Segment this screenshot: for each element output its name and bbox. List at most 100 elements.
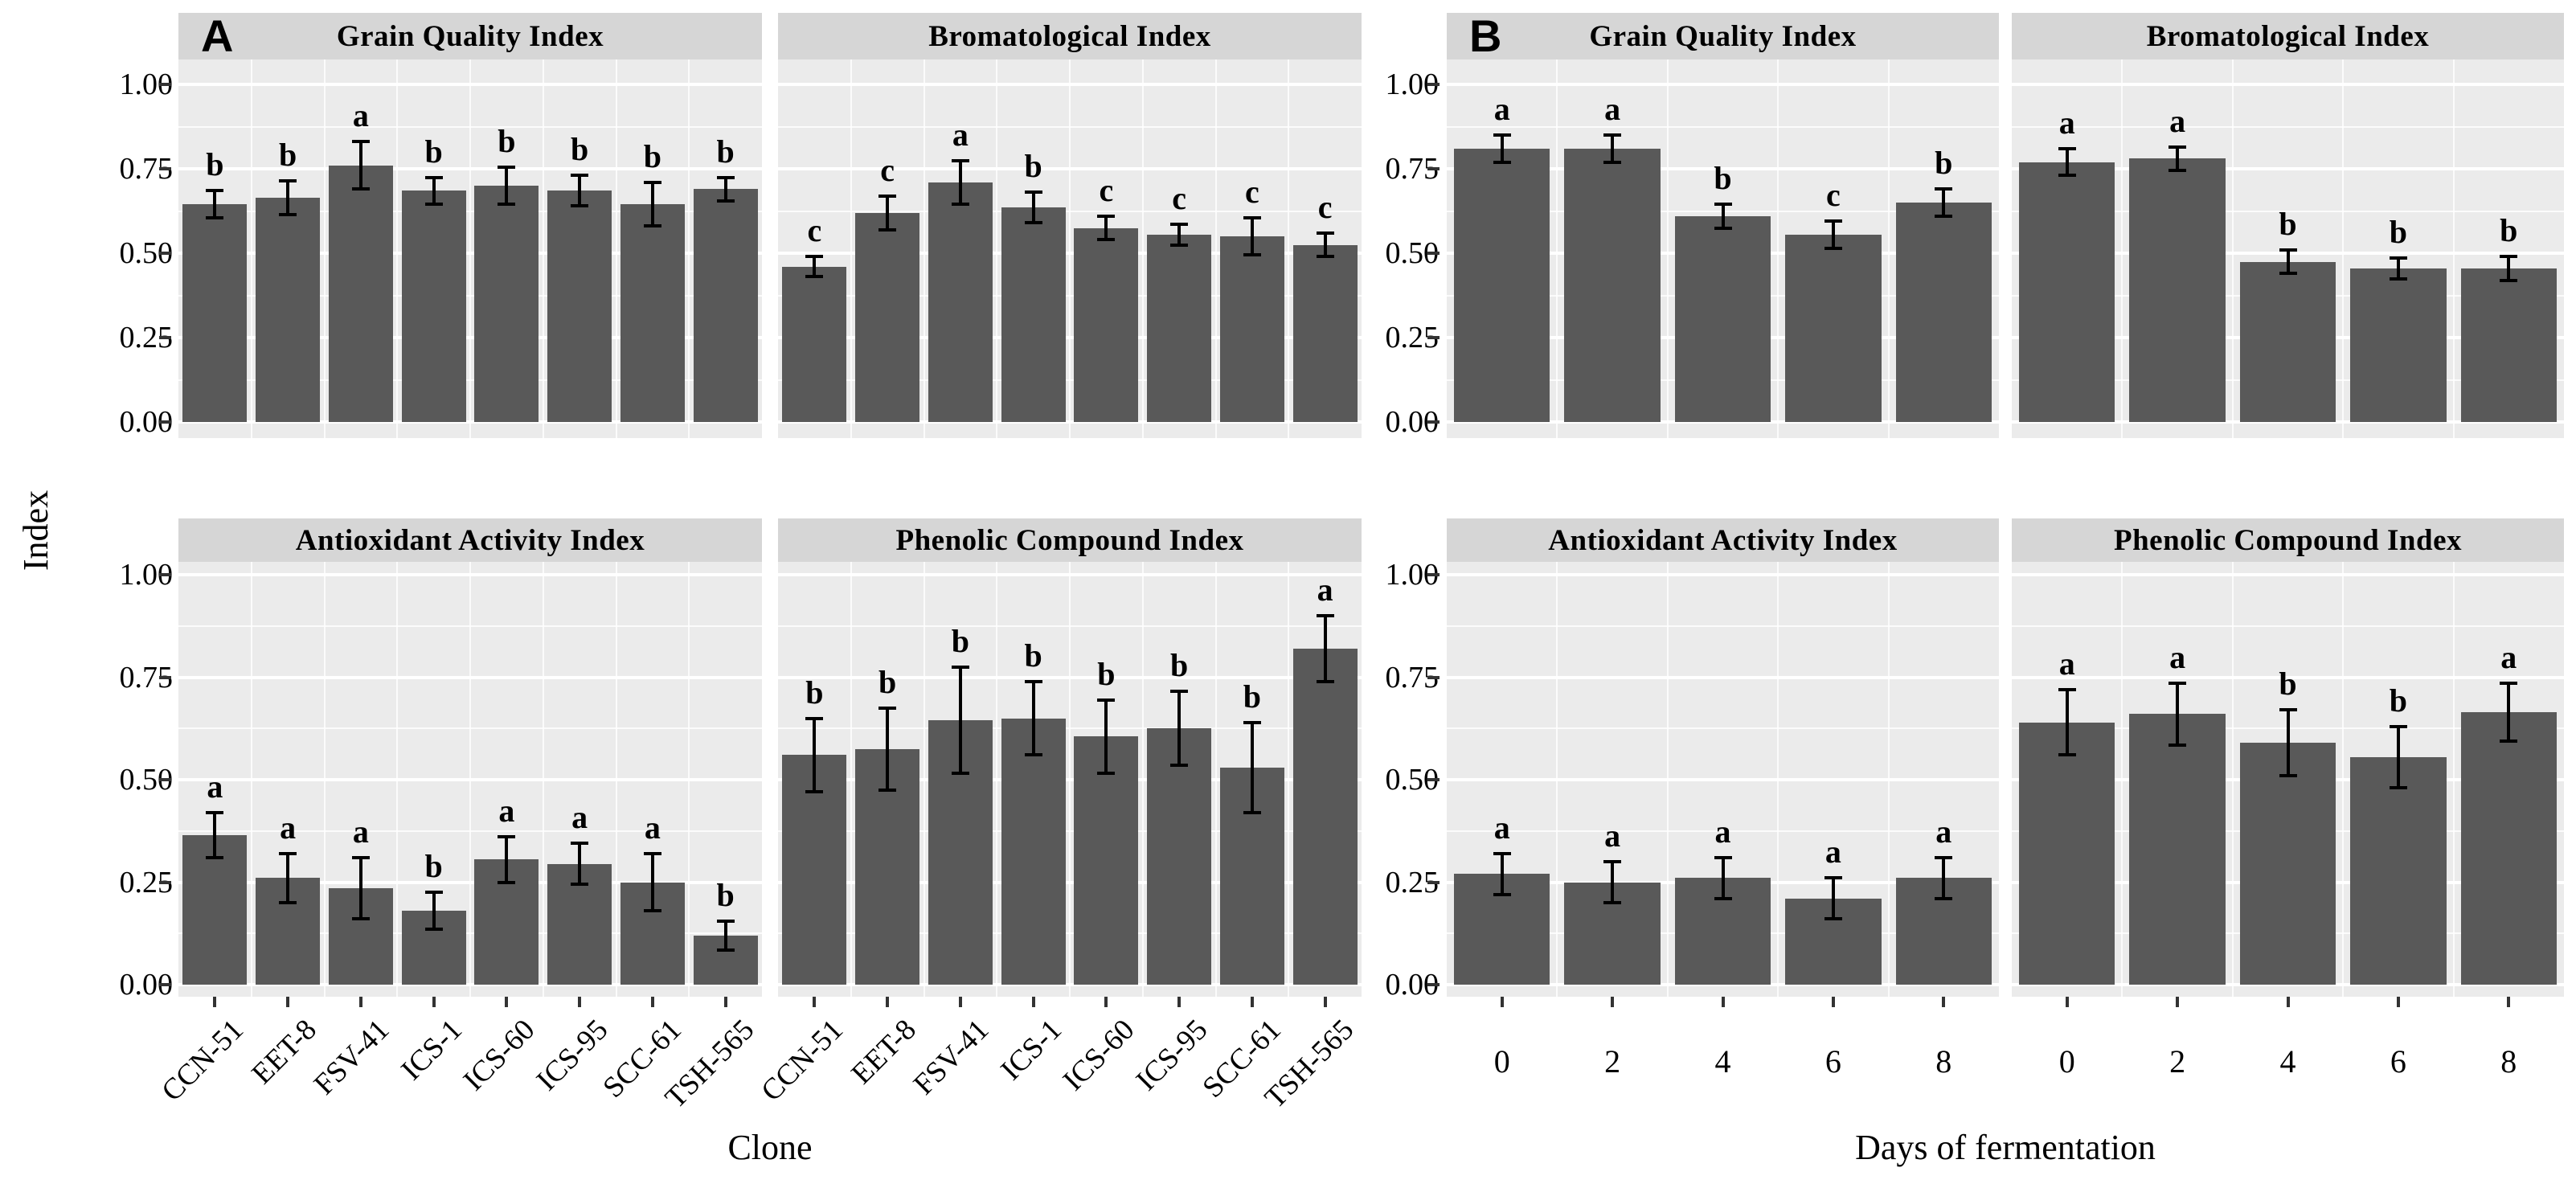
x-tick-mark — [2065, 997, 2069, 1007]
error-bar-cap — [351, 140, 370, 144]
x-tick-label: FSV-41 — [307, 1013, 396, 1102]
significance-letter: c — [1172, 180, 1186, 217]
error-bar-cap — [1493, 851, 1511, 855]
x-tick-label: ICS-1 — [395, 1013, 469, 1088]
significance-letter: c — [1317, 188, 1333, 225]
y-tick-mark — [159, 336, 171, 339]
error-bar-cap — [1935, 855, 1953, 859]
significance-letter: a — [1493, 809, 1510, 846]
x-tick-label: 2 — [2169, 1043, 2186, 1080]
facet-strip: Phenolic Compound Index — [778, 518, 1362, 562]
error-bar-line — [2396, 258, 2400, 279]
bar — [1674, 215, 1771, 422]
error-bar-cap — [1097, 698, 1116, 702]
error-bar-line — [358, 857, 362, 920]
gridline-minor — [1069, 562, 1071, 997]
significance-letter: b — [279, 136, 297, 173]
significance-letter: a — [1317, 572, 1333, 608]
error-bar-line — [650, 182, 654, 227]
significance-letter: b — [206, 146, 224, 183]
bar — [620, 204, 685, 422]
significance-letter: b — [2389, 682, 2408, 719]
significance-letter: a — [1604, 817, 1621, 854]
error-bar-line — [2176, 146, 2180, 171]
plot-panel: a a b b b — [2012, 59, 2564, 438]
x-tick-mark — [1942, 997, 1946, 1007]
significance-letter: c — [807, 212, 822, 249]
error-bar-line — [1250, 217, 1254, 256]
gridline-major — [2012, 675, 2564, 679]
error-bar-cap — [279, 851, 297, 855]
bar — [782, 266, 847, 422]
error-bar-line — [1104, 215, 1108, 240]
x-tick-label: 0 — [1493, 1043, 1510, 1080]
bar — [2018, 722, 2115, 985]
gridline-minor — [1666, 59, 1669, 438]
error-bar-cap — [206, 810, 224, 814]
error-bar-line — [505, 837, 509, 883]
gridline-minor — [1141, 59, 1144, 438]
error-bar-cap — [1316, 255, 1334, 259]
error-bar-line — [650, 853, 654, 912]
error-bar-cap — [424, 928, 443, 932]
x-tick-label: CCN-51 — [755, 1013, 850, 1108]
error-bar-cap — [1024, 221, 1042, 225]
x-axis-title: Days of fermentation — [1855, 1128, 2156, 1167]
error-bar-cap — [2389, 786, 2407, 790]
y-tick-mark — [1427, 573, 1440, 576]
significance-letter: c — [1826, 177, 1841, 214]
bar — [474, 186, 539, 422]
gridline-minor — [469, 59, 471, 438]
error-bar-cap — [716, 199, 735, 203]
error-bar-cap — [279, 212, 297, 216]
significance-letter: a — [280, 809, 297, 846]
error-bar-cap — [424, 891, 443, 895]
x-tick-mark — [723, 997, 727, 1007]
x-tick-mark — [2396, 997, 2400, 1007]
significance-letter: a — [644, 809, 661, 846]
bar — [2129, 158, 2226, 422]
error-bar-cap — [571, 842, 589, 846]
error-bar-line — [723, 920, 727, 950]
facet-strip: Bromatological Index — [778, 13, 1362, 59]
x-tick-label: FSV-41 — [907, 1013, 996, 1102]
significance-letter: b — [1097, 655, 1116, 692]
bar — [1001, 207, 1066, 422]
facet-title: Bromatological Index — [928, 19, 1211, 53]
significance-letter: b — [498, 122, 516, 159]
bar — [2239, 261, 2336, 422]
gridline-major — [1447, 83, 1999, 86]
x-tick-mark — [958, 997, 962, 1007]
error-bar-cap — [2500, 682, 2518, 686]
significance-letter: b — [716, 876, 735, 913]
error-bar-cap — [1493, 892, 1511, 896]
error-bar-cap — [1714, 896, 1732, 900]
error-bar-cap — [1714, 203, 1732, 207]
error-bar-cap — [2058, 687, 2076, 691]
y-tick-mark — [1427, 880, 1440, 884]
error-bar-cap — [424, 203, 443, 207]
error-bar-cap — [951, 203, 969, 207]
error-bar-cap — [951, 158, 969, 162]
gridline-minor — [1556, 562, 1558, 997]
gridline-minor — [2342, 562, 2345, 997]
gridline-major — [2012, 83, 2564, 86]
bar — [693, 189, 758, 422]
gridline-minor — [1214, 562, 1217, 997]
error-bar-cap — [206, 855, 224, 859]
error-bar-line — [1323, 616, 1327, 682]
facet-title: Phenolic Compound Index — [2114, 523, 2462, 557]
gridline-minor — [850, 59, 852, 438]
plot-panel: c c a b c c c c — [778, 59, 1362, 438]
gridline-minor — [1447, 625, 1999, 627]
gridline-minor — [1069, 59, 1071, 438]
x-tick-mark — [1177, 997, 1182, 1007]
error-bar-cap — [1024, 679, 1042, 683]
error-bar-cap — [2279, 248, 2297, 252]
error-bar-cap — [2279, 708, 2297, 712]
error-bar-cap — [1493, 160, 1511, 164]
error-bar-cap — [1603, 901, 1622, 904]
error-bar-cap — [571, 174, 589, 178]
error-bar-cap — [1935, 187, 1953, 191]
bar — [855, 212, 920, 422]
